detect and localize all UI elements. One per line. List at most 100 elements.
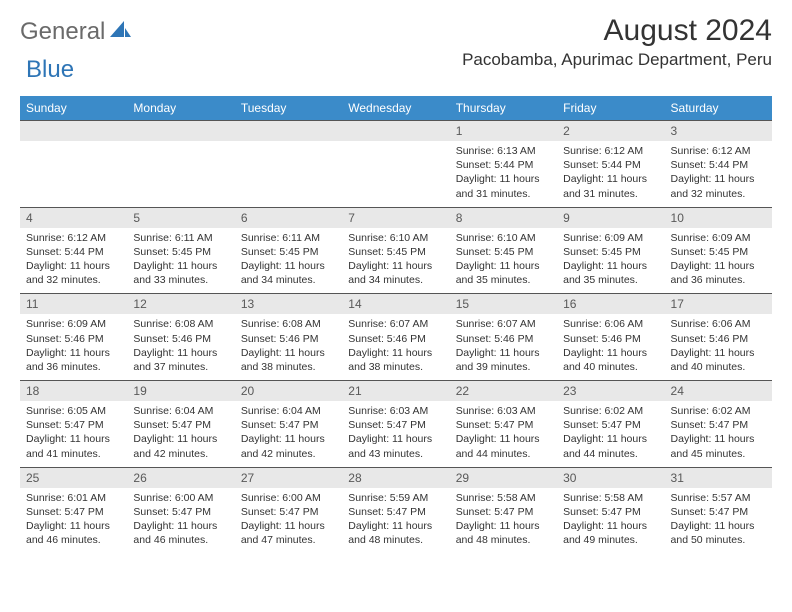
- sunset-text: Sunset: 5:47 PM: [241, 418, 336, 432]
- daylight-text: Daylight: 11 hours and 35 minutes.: [563, 259, 658, 287]
- sunrise-text: Sunrise: 6:04 AM: [133, 404, 228, 418]
- sunrise-text: Sunrise: 6:08 AM: [241, 317, 336, 331]
- sunrise-text: Sunrise: 6:02 AM: [671, 404, 766, 418]
- date-row: 11 12 13 14 15 16 17: [20, 294, 772, 315]
- title-block: August 2024 Pacobamba, Apurimac Departme…: [462, 14, 772, 70]
- sunset-text: Sunset: 5:45 PM: [456, 245, 551, 259]
- day-details: Sunrise: 6:12 AMSunset: 5:44 PMDaylight:…: [557, 141, 664, 207]
- sunset-text: Sunset: 5:46 PM: [348, 332, 443, 346]
- day-details: Sunrise: 6:03 AMSunset: 5:47 PMDaylight:…: [342, 401, 449, 467]
- sunset-text: Sunset: 5:46 PM: [241, 332, 336, 346]
- date-cell: 31: [665, 467, 772, 488]
- sunset-text: Sunset: 5:47 PM: [563, 418, 658, 432]
- day-details: Sunrise: 6:00 AMSunset: 5:47 PMDaylight:…: [235, 488, 342, 554]
- date-row: 25 26 27 28 29 30 31: [20, 467, 772, 488]
- calendar-page: General August 2024 Pacobamba, Apurimac …: [0, 0, 792, 563]
- day-details: Sunrise: 6:05 AMSunset: 5:47 PMDaylight:…: [20, 401, 127, 467]
- date-cell: 24: [665, 381, 772, 402]
- logo-text-blue: Blue: [26, 56, 74, 84]
- date-cell: 11: [20, 294, 127, 315]
- logo-sail-icon: [110, 19, 132, 44]
- daylight-text: Daylight: 11 hours and 34 minutes.: [348, 259, 443, 287]
- daylight-text: Daylight: 11 hours and 42 minutes.: [133, 432, 228, 460]
- sunrise-text: Sunrise: 6:12 AM: [26, 231, 121, 245]
- sunrise-text: Sunrise: 6:11 AM: [133, 231, 228, 245]
- sunrise-text: Sunrise: 5:58 AM: [563, 491, 658, 505]
- day-details: Sunrise: 6:12 AMSunset: 5:44 PMDaylight:…: [20, 228, 127, 294]
- day-details: Sunrise: 6:06 AMSunset: 5:46 PMDaylight:…: [557, 314, 664, 380]
- date-cell: 14: [342, 294, 449, 315]
- day-details: Sunrise: 6:02 AMSunset: 5:47 PMDaylight:…: [557, 401, 664, 467]
- month-title: August 2024: [462, 14, 772, 48]
- daylight-text: Daylight: 11 hours and 40 minutes.: [671, 346, 766, 374]
- date-cell: 6: [235, 207, 342, 228]
- date-cell: 20: [235, 381, 342, 402]
- sunset-text: Sunset: 5:47 PM: [241, 505, 336, 519]
- day-details: Sunrise: 6:11 AMSunset: 5:45 PMDaylight:…: [127, 228, 234, 294]
- daylight-text: Daylight: 11 hours and 48 minutes.: [456, 519, 551, 547]
- date-cell: 29: [450, 467, 557, 488]
- day-details: Sunrise: 6:01 AMSunset: 5:47 PMDaylight:…: [20, 488, 127, 554]
- day-details: Sunrise: 6:08 AMSunset: 5:46 PMDaylight:…: [127, 314, 234, 380]
- weekday-header: Friday: [557, 96, 664, 121]
- day-details: [20, 141, 127, 207]
- daylight-text: Daylight: 11 hours and 40 minutes.: [563, 346, 658, 374]
- daylight-text: Daylight: 11 hours and 34 minutes.: [241, 259, 336, 287]
- sunset-text: Sunset: 5:44 PM: [671, 158, 766, 172]
- sunrise-text: Sunrise: 6:12 AM: [563, 144, 658, 158]
- date-cell: 22: [450, 381, 557, 402]
- sunset-text: Sunset: 5:46 PM: [671, 332, 766, 346]
- daylight-text: Daylight: 11 hours and 39 minutes.: [456, 346, 551, 374]
- logo: General: [20, 18, 134, 46]
- sunset-text: Sunset: 5:47 PM: [348, 418, 443, 432]
- daylight-text: Daylight: 11 hours and 47 minutes.: [241, 519, 336, 547]
- sunset-text: Sunset: 5:47 PM: [456, 418, 551, 432]
- date-cell: [342, 121, 449, 142]
- date-cell: 17: [665, 294, 772, 315]
- daylight-text: Daylight: 11 hours and 35 minutes.: [456, 259, 551, 287]
- day-details: Sunrise: 5:58 AMSunset: 5:47 PMDaylight:…: [557, 488, 664, 554]
- date-cell: 13: [235, 294, 342, 315]
- sunset-text: Sunset: 5:46 PM: [563, 332, 658, 346]
- date-cell: 28: [342, 467, 449, 488]
- details-row: Sunrise: 6:09 AMSunset: 5:46 PMDaylight:…: [20, 314, 772, 380]
- sunrise-text: Sunrise: 6:09 AM: [563, 231, 658, 245]
- date-row: 4 5 6 7 8 9 10: [20, 207, 772, 228]
- sunset-text: Sunset: 5:47 PM: [456, 505, 551, 519]
- day-details: Sunrise: 6:07 AMSunset: 5:46 PMDaylight:…: [450, 314, 557, 380]
- details-row: Sunrise: 6:13 AMSunset: 5:44 PMDaylight:…: [20, 141, 772, 207]
- sunrise-text: Sunrise: 6:06 AM: [563, 317, 658, 331]
- day-details: Sunrise: 6:00 AMSunset: 5:47 PMDaylight:…: [127, 488, 234, 554]
- daylight-text: Daylight: 11 hours and 44 minutes.: [563, 432, 658, 460]
- daylight-text: Daylight: 11 hours and 49 minutes.: [563, 519, 658, 547]
- sunrise-text: Sunrise: 6:13 AM: [456, 144, 551, 158]
- sunset-text: Sunset: 5:47 PM: [133, 418, 228, 432]
- daylight-text: Daylight: 11 hours and 41 minutes.: [26, 432, 121, 460]
- date-row: 18 19 20 21 22 23 24: [20, 381, 772, 402]
- daylight-text: Daylight: 11 hours and 43 minutes.: [348, 432, 443, 460]
- date-cell: 15: [450, 294, 557, 315]
- date-row: 1 2 3: [20, 121, 772, 142]
- weekday-header: Tuesday: [235, 96, 342, 121]
- day-details: Sunrise: 5:57 AMSunset: 5:47 PMDaylight:…: [665, 488, 772, 554]
- sunset-text: Sunset: 5:46 PM: [26, 332, 121, 346]
- date-cell: 5: [127, 207, 234, 228]
- sunset-text: Sunset: 5:47 PM: [563, 505, 658, 519]
- date-cell: 23: [557, 381, 664, 402]
- daylight-text: Daylight: 11 hours and 33 minutes.: [133, 259, 228, 287]
- daylight-text: Daylight: 11 hours and 48 minutes.: [348, 519, 443, 547]
- day-details: Sunrise: 6:02 AMSunset: 5:47 PMDaylight:…: [665, 401, 772, 467]
- date-cell: 30: [557, 467, 664, 488]
- day-details: Sunrise: 6:10 AMSunset: 5:45 PMDaylight:…: [450, 228, 557, 294]
- date-cell: 21: [342, 381, 449, 402]
- sunset-text: Sunset: 5:47 PM: [671, 418, 766, 432]
- sunrise-text: Sunrise: 6:02 AM: [563, 404, 658, 418]
- details-row: Sunrise: 6:01 AMSunset: 5:47 PMDaylight:…: [20, 488, 772, 554]
- details-row: Sunrise: 6:12 AMSunset: 5:44 PMDaylight:…: [20, 228, 772, 294]
- date-cell: 18: [20, 381, 127, 402]
- day-details: Sunrise: 5:59 AMSunset: 5:47 PMDaylight:…: [342, 488, 449, 554]
- sunrise-text: Sunrise: 6:03 AM: [456, 404, 551, 418]
- daylight-text: Daylight: 11 hours and 38 minutes.: [348, 346, 443, 374]
- weekday-header: Saturday: [665, 96, 772, 121]
- day-details: Sunrise: 6:04 AMSunset: 5:47 PMDaylight:…: [127, 401, 234, 467]
